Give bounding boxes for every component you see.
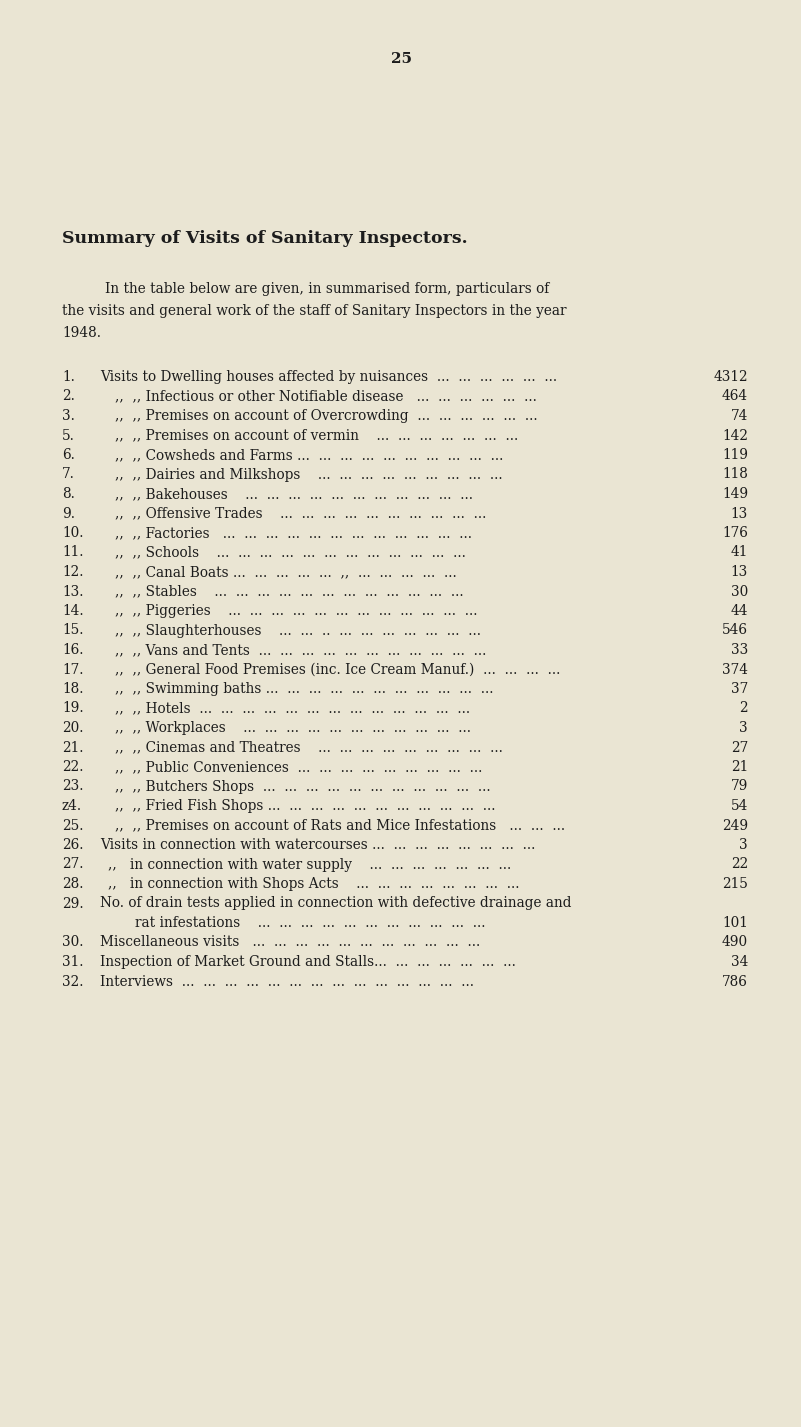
- Text: ,,  ,, General Food Premises (inc. Ice Cream Manuf.)  ...  ...  ...  ...: ,, ,, General Food Premises (inc. Ice Cr…: [115, 662, 561, 676]
- Text: 25: 25: [391, 51, 412, 66]
- Text: 30: 30: [731, 585, 748, 598]
- Text: 5.: 5.: [62, 428, 74, 442]
- Text: 4312: 4312: [714, 370, 748, 384]
- Text: 20.: 20.: [62, 721, 83, 735]
- Text: 3: 3: [739, 721, 748, 735]
- Text: ,,  ,, Offensive Trades    ...  ...  ...  ...  ...  ...  ...  ...  ...  ...: ,, ,, Offensive Trades ... ... ... ... .…: [115, 507, 486, 521]
- Text: 79: 79: [731, 779, 748, 793]
- Text: 3: 3: [739, 838, 748, 852]
- Text: ,,  ,, Butchers Shops  ...  ...  ...  ...  ...  ...  ...  ...  ...  ...  ...: ,, ,, Butchers Shops ... ... ... ... ...…: [115, 779, 491, 793]
- Text: ,,  ,, Premises on account of Overcrowding  ...  ...  ...  ...  ...  ...: ,, ,, Premises on account of Overcrowdin…: [115, 410, 537, 422]
- Text: 16.: 16.: [62, 644, 83, 656]
- Text: 8.: 8.: [62, 487, 74, 501]
- Text: ,,  ,, Factories   ...  ...  ...  ...  ...  ...  ...  ...  ...  ...  ...  ...: ,, ,, Factories ... ... ... ... ... ... …: [115, 527, 472, 539]
- Text: ,,  ,, Cowsheds and Farms ...  ...  ...  ...  ...  ...  ...  ...  ...  ...: ,, ,, Cowsheds and Farms ... ... ... ...…: [115, 448, 503, 462]
- Text: ,,  ,, Vans and Tents  ...  ...  ...  ...  ...  ...  ...  ...  ...  ...  ...: ,, ,, Vans and Tents ... ... ... ... ...…: [115, 644, 486, 656]
- Text: 30.: 30.: [62, 936, 83, 949]
- Text: 215: 215: [723, 878, 748, 890]
- Text: ,,   in connection with Shops Acts    ...  ...  ...  ...  ...  ...  ...  ...: ,, in connection with Shops Acts ... ...…: [108, 878, 520, 890]
- Text: 54: 54: [731, 799, 748, 813]
- Text: Visits to Dwelling houses affected by nuisances  ...  ...  ...  ...  ...  ...: Visits to Dwelling houses affected by nu…: [100, 370, 557, 384]
- Text: 34: 34: [731, 955, 748, 969]
- Text: 3.: 3.: [62, 410, 74, 422]
- Text: 44: 44: [731, 604, 748, 618]
- Text: 28.: 28.: [62, 878, 83, 890]
- Text: 32.: 32.: [62, 975, 83, 989]
- Text: ,,  ,, Infectious or other Notifiable disease   ...  ...  ...  ...  ...  ...: ,, ,, Infectious or other Notifiable dis…: [115, 390, 537, 404]
- Text: 374: 374: [722, 662, 748, 676]
- Text: 119: 119: [722, 448, 748, 462]
- Text: 6.: 6.: [62, 448, 74, 462]
- Text: 2.: 2.: [62, 390, 74, 404]
- Text: ,,  ,, Cinemas and Theatres    ...  ...  ...  ...  ...  ...  ...  ...  ...: ,, ,, Cinemas and Theatres ... ... ... .…: [115, 741, 503, 755]
- Text: 22.: 22.: [62, 761, 83, 773]
- Text: 10.: 10.: [62, 527, 83, 539]
- Text: z4.: z4.: [62, 799, 83, 813]
- Text: ,,  ,, Fried Fish Shops ...  ...  ...  ...  ...  ...  ...  ...  ...  ...  ...: ,, ,, Fried Fish Shops ... ... ... ... .…: [115, 799, 496, 813]
- Text: 7.: 7.: [62, 468, 74, 481]
- Text: ,,  ,, Canal Boats ...  ...  ...  ...  ...  ,,  ...  ...  ...  ...  ...: ,, ,, Canal Boats ... ... ... ... ... ,,…: [115, 565, 457, 579]
- Text: 142: 142: [722, 428, 748, 442]
- Text: ,,   in connection with water supply    ...  ...  ...  ...  ...  ...  ...: ,, in connection with water supply ... .…: [108, 858, 511, 872]
- Text: 41: 41: [731, 545, 748, 559]
- Text: ,,  ,, Public Conveniences  ...  ...  ...  ...  ...  ...  ...  ...  ...: ,, ,, Public Conveniences ... ... ... ..…: [115, 761, 482, 773]
- Text: ,,  ,, Piggeries    ...  ...  ...  ...  ...  ...  ...  ...  ...  ...  ...  ...: ,, ,, Piggeries ... ... ... ... ... ... …: [115, 604, 477, 618]
- Text: 33: 33: [731, 644, 748, 656]
- Text: 37: 37: [731, 682, 748, 696]
- Text: 1.: 1.: [62, 370, 74, 384]
- Text: 149: 149: [722, 487, 748, 501]
- Text: 786: 786: [723, 975, 748, 989]
- Text: ,,  ,, Hotels  ...  ...  ...  ...  ...  ...  ...  ...  ...  ...  ...  ...  ...: ,, ,, Hotels ... ... ... ... ... ... ...…: [115, 702, 470, 715]
- Text: 17.: 17.: [62, 662, 83, 676]
- Text: 2: 2: [739, 702, 748, 715]
- Text: No. of drain tests applied in connection with defective drainage and: No. of drain tests applied in connection…: [100, 896, 571, 910]
- Text: 13: 13: [731, 507, 748, 521]
- Text: 176: 176: [723, 527, 748, 539]
- Text: the visits and general work of the staff of Sanitary Inspectors in the year: the visits and general work of the staff…: [62, 304, 566, 318]
- Text: 9.: 9.: [62, 507, 75, 521]
- Text: ,,  ,, Stables    ...  ...  ...  ...  ...  ...  ...  ...  ...  ...  ...  ...: ,, ,, Stables ... ... ... ... ... ... ..…: [115, 585, 464, 598]
- Text: 31.: 31.: [62, 955, 83, 969]
- Text: 101: 101: [723, 916, 748, 930]
- Text: 19.: 19.: [62, 702, 83, 715]
- Text: 27.: 27.: [62, 858, 83, 872]
- Text: 464: 464: [722, 390, 748, 404]
- Text: 1948.: 1948.: [62, 325, 101, 340]
- Text: ,,  ,, Slaughterhouses    ...  ...  ..  ...  ...  ...  ...  ...  ...  ...: ,, ,, Slaughterhouses ... ... .. ... ...…: [115, 624, 481, 638]
- Text: Interviews  ...  ...  ...  ...  ...  ...  ...  ...  ...  ...  ...  ...  ...  ...: Interviews ... ... ... ... ... ... ... .…: [100, 975, 474, 989]
- Text: ,,  ,, Premises on account of Rats and Mice Infestations   ...  ...  ...: ,, ,, Premises on account of Rats and Mi…: [115, 819, 566, 832]
- Text: ,,  ,, Swimming baths ...  ...  ...  ...  ...  ...  ...  ...  ...  ...  ...: ,, ,, Swimming baths ... ... ... ... ...…: [115, 682, 493, 696]
- Text: 118: 118: [723, 468, 748, 481]
- Text: 11.: 11.: [62, 545, 83, 559]
- Text: 23.: 23.: [62, 779, 83, 793]
- Text: Visits in connection with watercourses ...  ...  ...  ...  ...  ...  ...  ...: Visits in connection with watercourses .…: [100, 838, 535, 852]
- Text: ,,  ,, Dairies and Milkshops    ...  ...  ...  ...  ...  ...  ...  ...  ...: ,, ,, Dairies and Milkshops ... ... ... …: [115, 468, 502, 481]
- Text: 22: 22: [731, 858, 748, 872]
- Text: 15.: 15.: [62, 624, 83, 638]
- Text: 25.: 25.: [62, 819, 83, 832]
- Text: 26.: 26.: [62, 838, 83, 852]
- Text: 249: 249: [722, 819, 748, 832]
- Text: Miscellaneous visits   ...  ...  ...  ...  ...  ...  ...  ...  ...  ...  ...: Miscellaneous visits ... ... ... ... ...…: [100, 936, 481, 949]
- Text: Inspection of Market Ground and Stalls...  ...  ...  ...  ...  ...  ...: Inspection of Market Ground and Stalls..…: [100, 955, 516, 969]
- Text: 27: 27: [731, 741, 748, 755]
- Text: 18.: 18.: [62, 682, 83, 696]
- Text: 74: 74: [731, 410, 748, 422]
- Text: 21: 21: [731, 761, 748, 773]
- Text: 29.: 29.: [62, 896, 83, 910]
- Text: rat infestations    ...  ...  ...  ...  ...  ...  ...  ...  ...  ...  ...: rat infestations ... ... ... ... ... ...…: [100, 916, 485, 930]
- Text: 13.: 13.: [62, 585, 83, 598]
- Text: ,,  ,, Bakehouses    ...  ...  ...  ...  ...  ...  ...  ...  ...  ...  ...: ,, ,, Bakehouses ... ... ... ... ... ...…: [115, 487, 473, 501]
- Text: 12.: 12.: [62, 565, 83, 579]
- Text: 13: 13: [731, 565, 748, 579]
- Text: Summary of Visits of Sanitary Inspectors.: Summary of Visits of Sanitary Inspectors…: [62, 230, 468, 247]
- Text: ,,  ,, Premises on account of vermin    ...  ...  ...  ...  ...  ...  ...: ,, ,, Premises on account of vermin ... …: [115, 428, 518, 442]
- Text: 490: 490: [722, 936, 748, 949]
- Text: In the table below are given, in summarised form, particulars of: In the table below are given, in summari…: [105, 283, 549, 295]
- Text: 14.: 14.: [62, 604, 83, 618]
- Text: 546: 546: [722, 624, 748, 638]
- Text: 21.: 21.: [62, 741, 83, 755]
- Text: ,,  ,, Schools    ...  ...  ...  ...  ...  ...  ...  ...  ...  ...  ...  ...: ,, ,, Schools ... ... ... ... ... ... ..…: [115, 545, 466, 559]
- Text: ,,  ,, Workplaces    ...  ...  ...  ...  ...  ...  ...  ...  ...  ...  ...: ,, ,, Workplaces ... ... ... ... ... ...…: [115, 721, 471, 735]
